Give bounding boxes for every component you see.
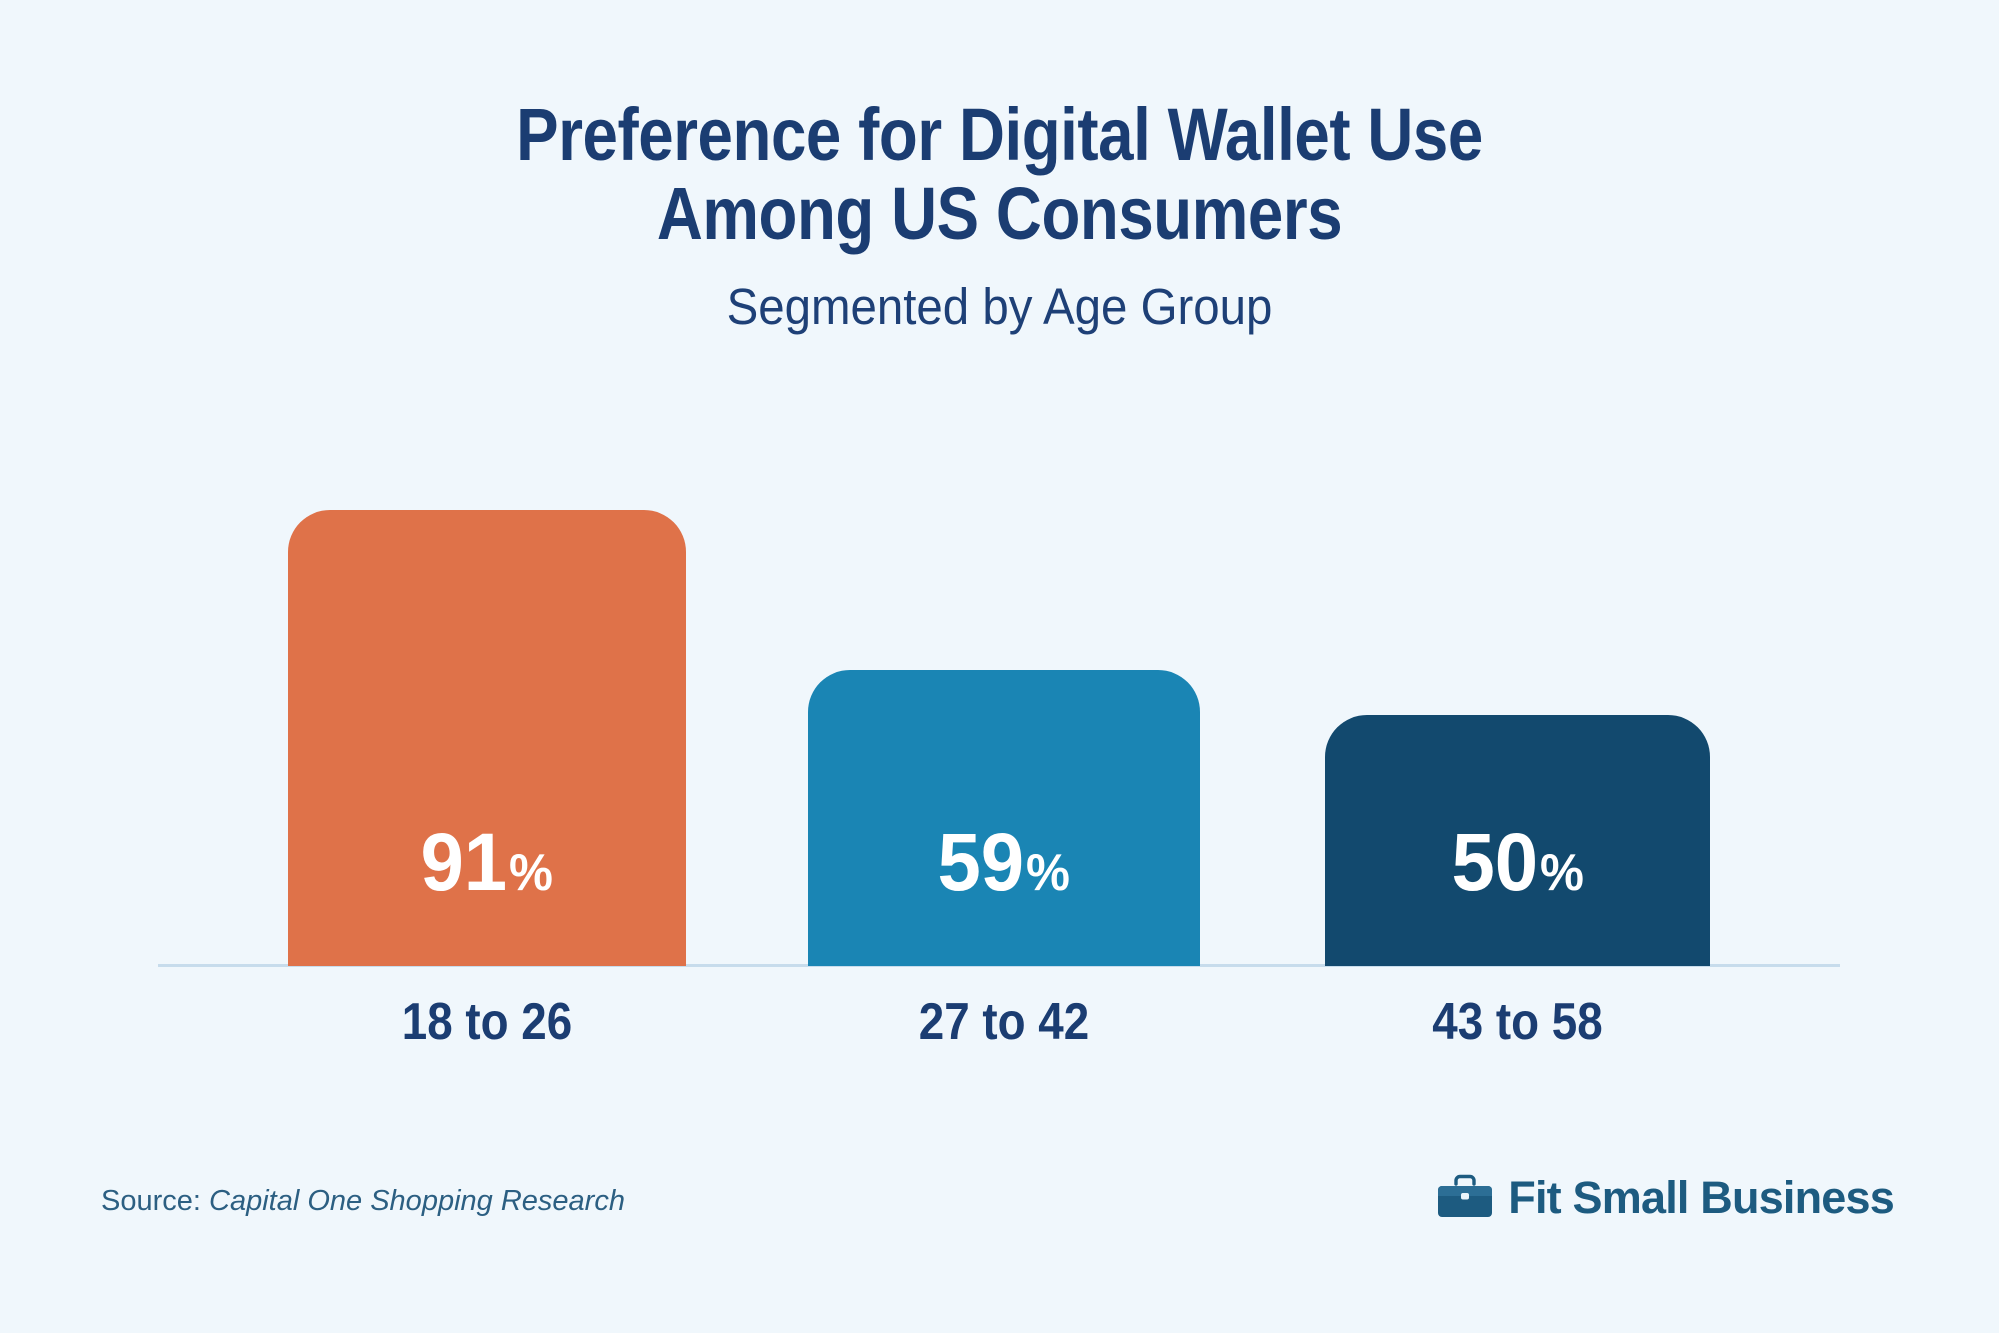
source-attribution: Source: Capital One Shopping Research: [101, 1185, 625, 1218]
category-label-18-to-26: 18 to 26: [401, 993, 573, 1051]
bar-value-unit-18-to-26: %: [509, 844, 554, 902]
bar-value-label-18-to-26: 91%: [421, 822, 553, 904]
bar-value-unit-27-to-42: %: [1026, 844, 1071, 902]
category-label-27-to-42: 27 to 42: [918, 993, 1090, 1051]
bar-43-to-58[interactable]: 50%: [1325, 715, 1710, 966]
bar-18-to-26[interactable]: 91%: [288, 510, 686, 966]
bar-value-number-43-to-58: 50: [1451, 817, 1538, 908]
brand-name-label: Fit Small Business: [1508, 1172, 1895, 1223]
chart-subtitle: Segmented by Age Group: [726, 278, 1273, 336]
bar-value-unit-43-to-58: %: [1539, 844, 1584, 902]
bar-27-to-42[interactable]: 59%: [808, 670, 1200, 966]
page-title: Preference for Digital Wallet Use Among …: [516, 93, 1483, 256]
briefcase-icon: [1436, 1173, 1494, 1223]
category-label-43-to-58: 43 to 58: [1432, 993, 1603, 1051]
brand-logo[interactable]: Fit Small Business: [1436, 1172, 1895, 1224]
source-prefix-label: Source:: [101, 1185, 201, 1217]
source-reference-label: Capital One Shopping Research: [209, 1185, 625, 1217]
bar-value-number-27-to-42: 59: [937, 817, 1025, 908]
bar-value-label-27-to-42: 59%: [938, 822, 1070, 904]
bar-value-number-18-to-26: 91: [420, 817, 508, 908]
chart-header: Preference for Digital Wallet Use Among …: [0, 95, 1999, 336]
bar-value-label-43-to-58: 50%: [1451, 822, 1583, 904]
